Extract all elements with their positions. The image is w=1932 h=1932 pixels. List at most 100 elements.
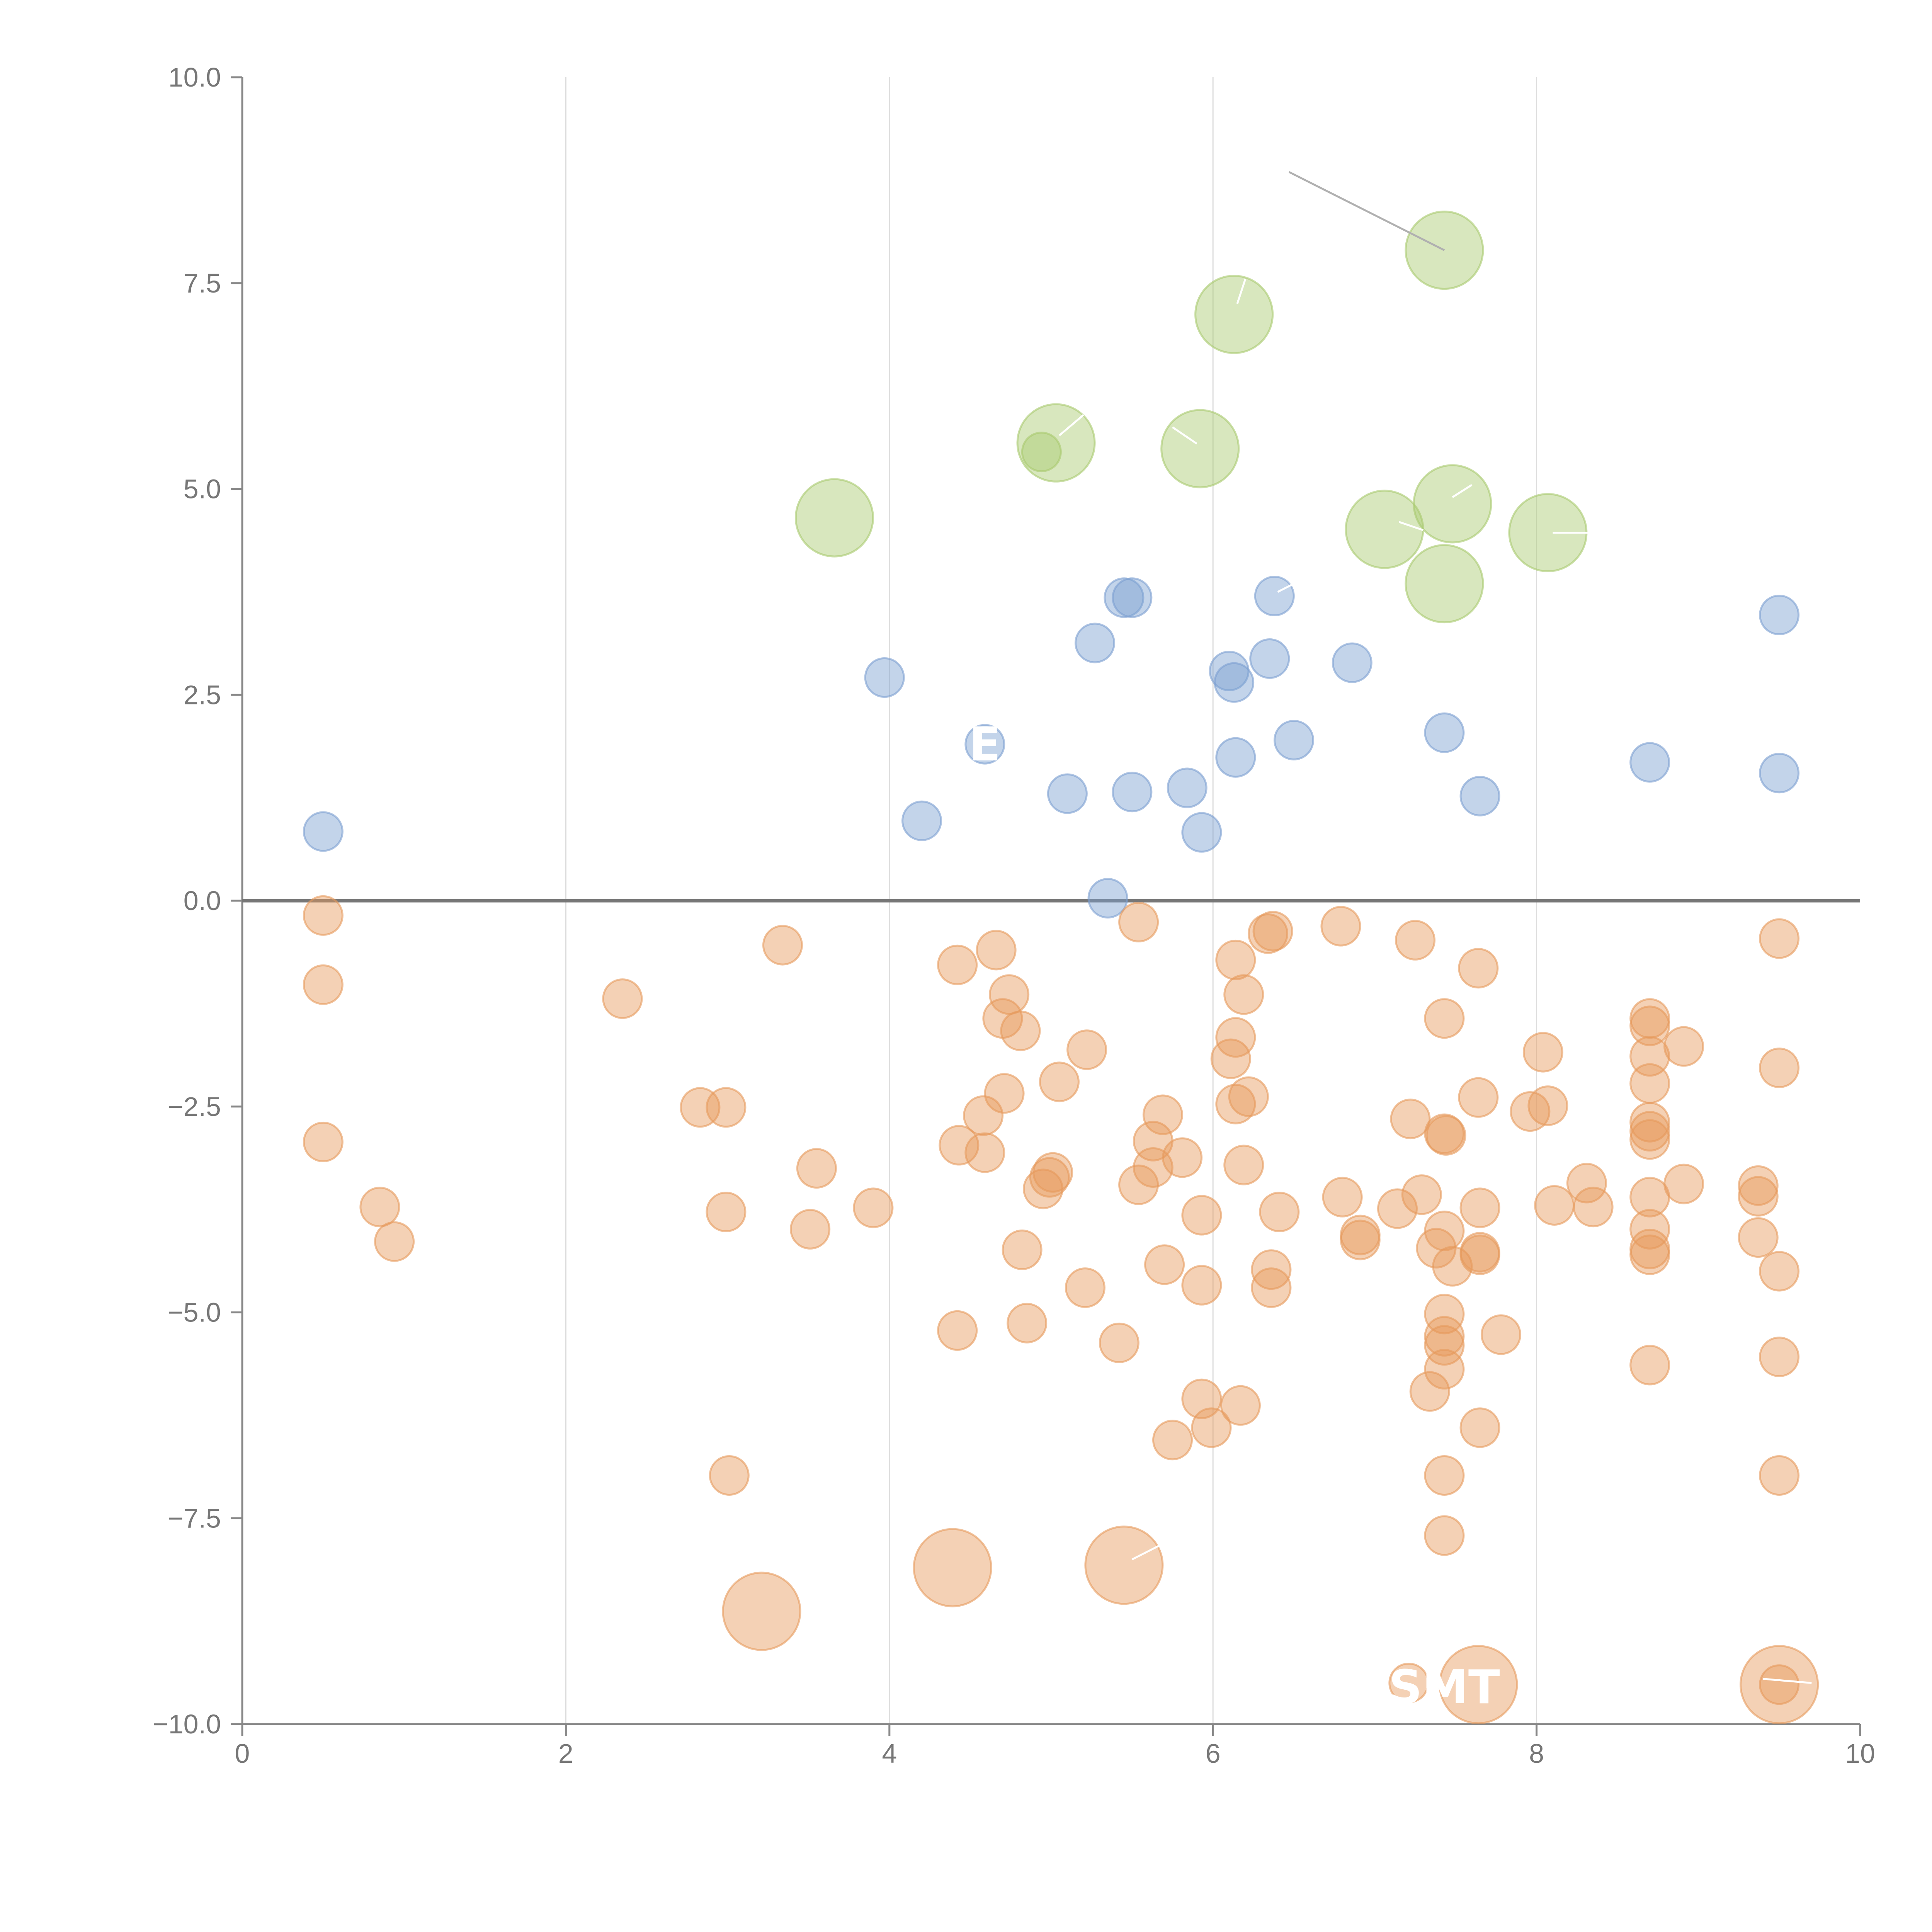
bubble-large-negative <box>1740 1645 1819 1725</box>
leader-line <box>1452 484 1473 498</box>
bubble-positive <box>1424 712 1465 753</box>
bubble-layer <box>303 211 1819 1725</box>
bubble-negative <box>1424 1515 1465 1556</box>
x-tick-label: 0 <box>235 1738 250 1769</box>
leader-line <box>1236 279 1247 304</box>
bubble-negative <box>853 1187 894 1228</box>
bubble-negative <box>1223 1145 1264 1185</box>
bubble-large-negative <box>1084 1526 1164 1605</box>
bubble-negative <box>1220 1385 1261 1426</box>
bubble-positive <box>303 811 344 852</box>
bubble-positive <box>864 657 905 698</box>
bubble-positive <box>1181 812 1222 853</box>
bubble-negative <box>1629 1345 1670 1386</box>
bubble-negative <box>1424 1316 1465 1357</box>
bubble-large-positive <box>1021 432 1062 473</box>
bubble-negative <box>1322 1177 1363 1218</box>
bubble-negative <box>1032 1152 1073 1193</box>
bubble-annotation-label: SMT <box>1389 1661 1500 1714</box>
bubble-positive <box>1249 638 1290 679</box>
bubble-negative <box>1738 1176 1779 1217</box>
bubble-negative <box>1215 939 1256 980</box>
bubble-negative <box>1007 1303 1048 1344</box>
bubble-negative <box>1629 1063 1670 1104</box>
bubble-negative <box>963 1095 1004 1136</box>
x-tick-label: 8 <box>1529 1738 1544 1769</box>
y-tick-label: 0.0 <box>184 886 221 916</box>
bubble-positive <box>1332 642 1372 683</box>
bubble-negative <box>976 930 1017 971</box>
bubble-negative <box>1252 911 1293 952</box>
bubble-negative <box>1118 901 1159 942</box>
bubble-negative <box>1181 1195 1222 1236</box>
bubble-negative <box>1629 1111 1670 1152</box>
bubble-negative <box>706 1192 747 1233</box>
y-tick-label: −10.0 <box>153 1709 221 1739</box>
leader-line <box>1131 1542 1165 1561</box>
bubble-negative <box>1424 1294 1465 1335</box>
bubble-negative <box>1759 918 1800 959</box>
bubble-negative <box>709 1455 750 1496</box>
leader-line <box>1277 575 1311 593</box>
bubble-negative <box>1459 1187 1500 1228</box>
bubble-negative <box>1759 1048 1800 1088</box>
x-tick-label: 4 <box>882 1738 897 1769</box>
bubble-negative <box>303 1121 344 1162</box>
bubble-negative <box>1663 1163 1704 1204</box>
y-tick-label: 10.0 <box>168 62 221 92</box>
bubble-negative <box>1424 1113 1465 1154</box>
bubble-negative <box>1099 1322 1139 1363</box>
bubble-negative <box>1424 998 1465 1039</box>
bubble-negative <box>1251 1267 1292 1308</box>
x-tick-label: 2 <box>558 1738 573 1769</box>
bubble-negative <box>1522 1032 1563 1073</box>
bubble-positive <box>1112 577 1153 618</box>
bubble-negative <box>1759 1251 1800 1292</box>
bubble-large-negative <box>1439 1645 1518 1725</box>
bubble-negative <box>1377 1188 1418 1229</box>
bubble-negative <box>1432 1246 1473 1287</box>
bubble-negative <box>1738 1165 1779 1206</box>
bubble-large-positive <box>794 478 874 558</box>
bubble-annotation-label: E <box>969 718 1001 772</box>
bubble-large-positive <box>1345 490 1424 569</box>
bubble-negative <box>762 925 803 966</box>
bubble-negative <box>1424 1211 1465 1252</box>
bubble-negative <box>1424 1325 1465 1366</box>
bubble-negative <box>1629 1005 1670 1046</box>
bubble-negative <box>1395 920 1436 961</box>
bubble-large-positive <box>1405 544 1484 624</box>
bubble-negative <box>1458 948 1499 989</box>
leader-line <box>1763 1678 1812 1684</box>
bubble-negative <box>1459 1407 1500 1448</box>
bubble-positive <box>964 724 1005 765</box>
bubble-negative <box>1629 1234 1670 1275</box>
bubble-negative <box>303 964 344 1005</box>
bubble-negative <box>1388 1662 1429 1703</box>
bubble-positive <box>1759 753 1800 794</box>
bubble-negative <box>1181 1265 1222 1306</box>
bubble-negative <box>1251 1249 1292 1290</box>
bubble-negative <box>1002 1230 1043 1270</box>
bubble-negative <box>1409 1371 1450 1412</box>
bubble-negative <box>937 944 978 985</box>
bubble-negative <box>964 1132 1005 1173</box>
y-tick-label: −2.5 <box>168 1092 221 1122</box>
bubble-positive <box>1087 878 1128 919</box>
bubble-negative <box>1215 1017 1256 1058</box>
bubble-negative <box>937 1310 978 1351</box>
x-tick-label: 10 <box>1845 1738 1875 1769</box>
bubble-negative <box>1759 1664 1800 1705</box>
bubble-negative <box>1340 1219 1381 1260</box>
bubble-positive <box>1254 576 1295 617</box>
bubble-negative <box>1228 1076 1269 1117</box>
bubble-negative <box>1118 1164 1159 1205</box>
bubble-negative <box>1259 1192 1300 1233</box>
x-tick-label: 6 <box>1206 1738 1221 1769</box>
bubble-negative <box>1065 1267 1105 1308</box>
bubble-negative <box>939 1125 980 1166</box>
bubble-negative <box>1663 1026 1704 1067</box>
bubble-positive <box>1167 767 1208 808</box>
y-tick-label: 2.5 <box>184 680 221 710</box>
